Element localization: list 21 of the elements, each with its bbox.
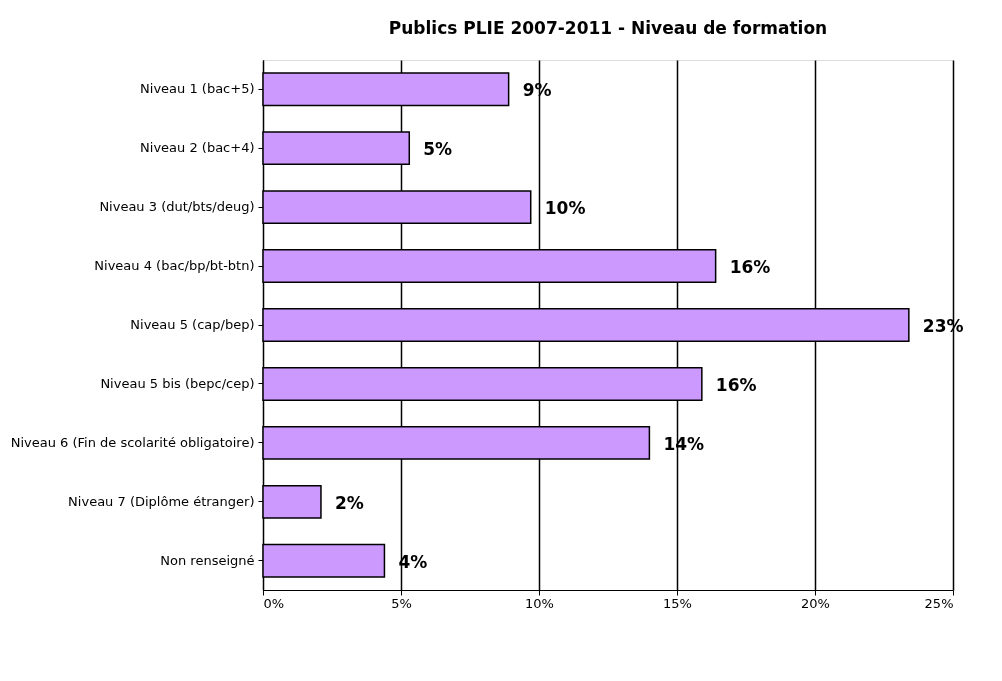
data-label: 5% xyxy=(423,139,453,160)
x-tick-label: 10% xyxy=(525,595,554,611)
x-tick-label: 25% xyxy=(924,595,954,611)
y-tick-label: Niveau 7 (Diplôme étranger) xyxy=(68,493,255,509)
y-tick-label: Niveau 4 (bac/bp/bt-btn) xyxy=(94,258,255,274)
x-tick-label: 20% xyxy=(801,595,830,611)
data-label: 2% xyxy=(334,492,364,513)
data-label: 16% xyxy=(715,374,757,395)
chart-title: Publics PLIE 2007-2011 - Niveau de formation xyxy=(388,18,828,38)
x-tick-label: 15% xyxy=(663,595,692,611)
y-tick-label: Niveau 1 (bac+5) xyxy=(140,81,255,97)
y-tick-label: Niveau 5 bis (bepc/cep) xyxy=(100,375,255,391)
y-tick-label: Niveau 6 (Fin de scolarité obligatoire) xyxy=(10,434,255,450)
y-tick-label: Non renseigné xyxy=(160,552,255,568)
y-tick-label: Niveau 2 (bac+4) xyxy=(140,140,255,156)
y-tick-label: Niveau 3 (dut/bts/deug) xyxy=(99,199,255,215)
y-tick-label: Niveau 5 (cap/bep) xyxy=(130,317,255,332)
x-tick-label: 0% xyxy=(263,595,285,611)
x-tick-label: 5% xyxy=(391,595,412,611)
data-label: 16% xyxy=(729,257,771,278)
data-label: 10% xyxy=(544,198,586,219)
